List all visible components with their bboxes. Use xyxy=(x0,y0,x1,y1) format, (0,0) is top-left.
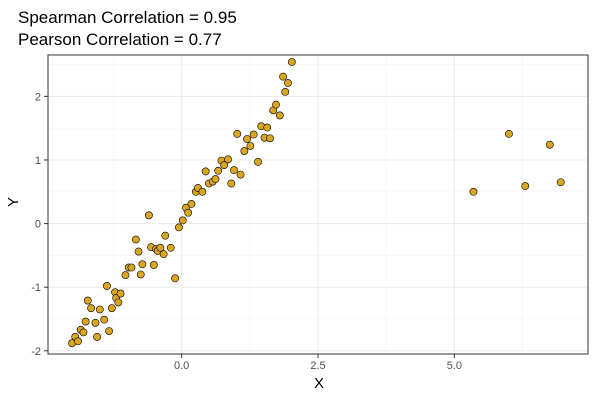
data-point xyxy=(171,274,179,283)
plot-area: 0.0 2.5 5.0 -2 -1 0 1 2 xyxy=(31,54,589,372)
data-point xyxy=(178,216,187,225)
data-point xyxy=(556,178,565,187)
data-point xyxy=(214,166,223,175)
data-point xyxy=(230,166,238,175)
data-point xyxy=(81,317,90,326)
data-point xyxy=(95,305,104,314)
data-point xyxy=(166,243,175,252)
data-point xyxy=(263,123,272,132)
data-point xyxy=(275,111,284,120)
data-point xyxy=(240,147,249,155)
data-point xyxy=(198,187,207,196)
data-point xyxy=(134,247,143,256)
y-tick-label: 0 xyxy=(35,219,41,231)
x-tick-label: 2.5 xyxy=(310,360,325,372)
data-point xyxy=(91,318,100,327)
data-point xyxy=(469,187,478,196)
data-point xyxy=(236,170,245,179)
x-axis-title: X xyxy=(314,375,324,392)
data-point xyxy=(159,250,168,259)
y-axis-title: Y xyxy=(5,197,22,207)
data-point xyxy=(145,211,153,220)
data-point xyxy=(136,270,145,279)
data-point xyxy=(224,155,232,164)
data-point xyxy=(100,315,109,324)
data-point xyxy=(545,140,554,149)
data-point xyxy=(103,282,111,290)
data-point xyxy=(211,175,220,183)
data-point xyxy=(114,298,123,307)
data-point xyxy=(243,135,251,143)
data-point xyxy=(83,296,92,305)
chart-title-spearman: Spearman Correlation = 0.95 xyxy=(18,8,237,27)
data-point xyxy=(284,79,292,87)
data-point xyxy=(149,261,158,269)
x-tick-label: 0.0 xyxy=(174,360,189,372)
y-tick-label: -2 xyxy=(31,346,41,358)
data-point xyxy=(184,208,193,217)
data-point xyxy=(227,179,236,188)
data-point xyxy=(161,231,170,240)
data-point xyxy=(287,58,296,66)
data-point xyxy=(233,129,242,138)
data-point xyxy=(116,289,125,298)
data-point xyxy=(246,142,255,150)
data-point xyxy=(107,304,116,313)
chart-title-pearson: Pearson Correlation = 0.77 xyxy=(18,30,222,49)
data-point xyxy=(505,129,513,138)
data-point xyxy=(87,304,95,313)
data-point xyxy=(175,223,183,232)
y-tick-label: 2 xyxy=(35,91,41,103)
data-point xyxy=(220,161,229,169)
data-point xyxy=(127,263,136,272)
data-point xyxy=(79,328,88,337)
data-point xyxy=(249,130,258,139)
data-point xyxy=(121,271,130,280)
data-point xyxy=(254,157,262,166)
data-point xyxy=(156,243,165,252)
data-point xyxy=(187,199,196,208)
data-point xyxy=(279,72,287,81)
data-point xyxy=(281,87,290,96)
data-point xyxy=(266,134,274,143)
data-point xyxy=(201,167,210,176)
data-point xyxy=(131,235,140,244)
y-tick-label: -1 xyxy=(31,282,41,294)
data-point xyxy=(74,337,82,346)
data-point xyxy=(93,332,101,341)
data-point xyxy=(105,327,113,335)
data-point xyxy=(272,100,280,109)
x-tick-label: 5.0 xyxy=(447,360,462,372)
data-point xyxy=(521,182,530,190)
y-tick-label: 1 xyxy=(35,155,41,167)
data-point xyxy=(138,260,147,269)
